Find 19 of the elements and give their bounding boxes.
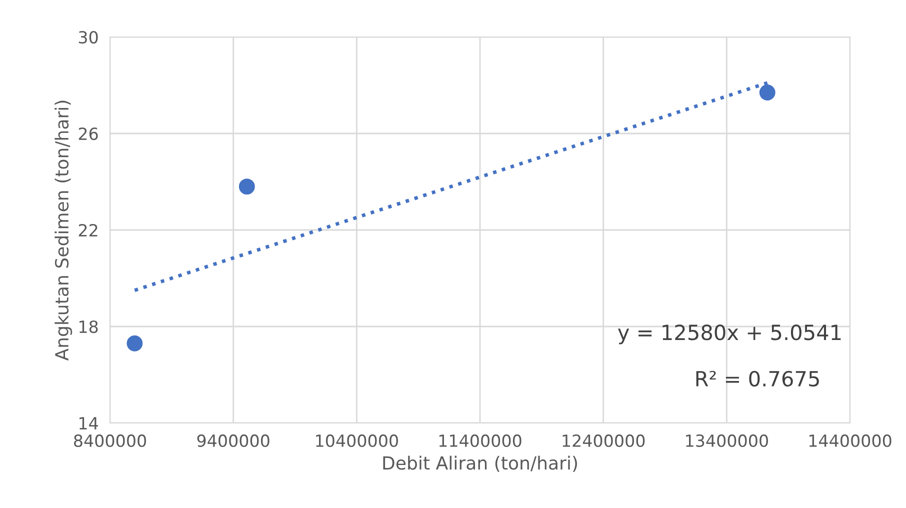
point [126,335,143,352]
y-tick-label: 30 [78,30,98,44]
annotation: R² = 0.7675 [696,370,819,387]
x-tick-label: 11400000 [439,434,522,448]
x-axis-title: Debit Aliran (ton/hari) [383,456,577,472]
x-tick-label: 13400000 [686,434,768,448]
point [238,178,255,195]
x-tick-label: 10400000 [316,434,398,448]
y-tick-label: 14 [80,417,98,430]
x-tick-label: 14400000 [809,434,892,448]
y-tick-label: 18 [80,320,98,334]
y-axis-title: Angkutan Sedimen (ton/hari) [54,100,72,361]
x-tick-label: 12400000 [562,434,645,448]
y-tick-label: 26 [78,127,98,140]
x-tick-label: 8400000 [74,434,146,448]
annotation: y = 12580x + 5.0541 [618,324,841,344]
point [759,84,776,100]
x-tick-label: 9400000 [197,434,270,448]
y-tick-label: 22 [78,224,98,236]
